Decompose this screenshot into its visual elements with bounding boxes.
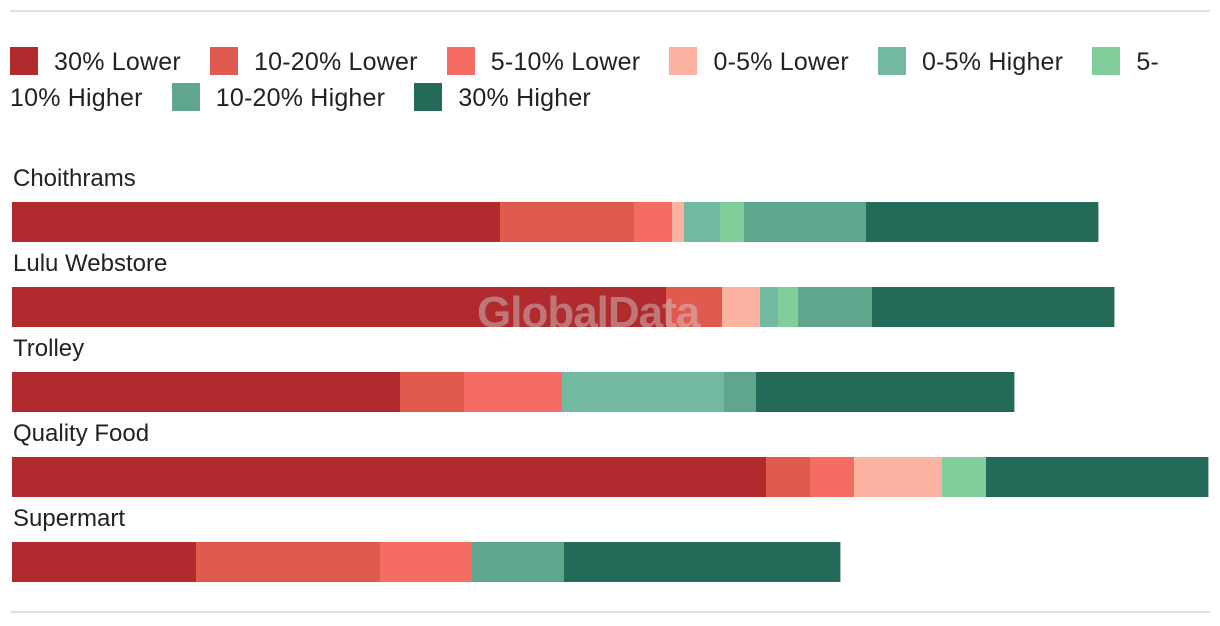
bar-segment — [666, 287, 723, 327]
bar-segment — [400, 372, 465, 412]
category-label: Trolley — [13, 335, 84, 362]
legend-swatch — [1092, 47, 1121, 75]
bar-segment — [810, 457, 855, 497]
legend-item: 0-5% Lower — [669, 47, 849, 76]
bar-segment — [724, 372, 757, 412]
bar-segment — [380, 542, 473, 582]
category-label: Supermart — [13, 505, 125, 532]
chart-legend: 30% Lower 10-20% Lower 5-10% Lower 0-5% … — [10, 44, 1190, 116]
category-label: Lulu Webstore — [13, 250, 167, 277]
legend-item: 10-20% Higher — [171, 83, 386, 112]
bar-segment — [564, 542, 841, 582]
legend-swatch — [10, 47, 38, 75]
bar-segment — [744, 202, 867, 242]
legend-swatch — [210, 47, 239, 75]
bar-segment — [866, 202, 1099, 242]
bar-segment — [720, 202, 745, 242]
top-divider — [10, 10, 1210, 12]
legend-item: 5-10% Lower — [446, 47, 641, 76]
bar-segment — [464, 372, 563, 412]
bar-segment — [634, 202, 673, 242]
legend-swatch — [669, 47, 698, 75]
bar-segment — [760, 287, 779, 327]
bar-segment — [12, 202, 501, 242]
bar-segment — [778, 287, 799, 327]
bar-segment — [562, 372, 725, 412]
legend-swatch — [446, 47, 475, 75]
bar-segment — [756, 372, 1015, 412]
legend-item: 10-20% Lower — [210, 47, 418, 76]
legend-label: 5-10% Lower — [490, 48, 641, 76]
legend-label: 30% Lower — [54, 48, 181, 76]
legend-item: 5-10% Higher — [10, 47, 1159, 112]
bottom-divider — [10, 611, 1210, 613]
bar-segment — [12, 542, 197, 582]
legend-label: 30% Higher — [458, 84, 591, 112]
bar-segment — [854, 457, 943, 497]
bar-segment — [722, 287, 761, 327]
bar-segment — [196, 542, 381, 582]
bar-segment — [12, 372, 401, 412]
legend-item: 30% Higher — [414, 83, 591, 112]
bar-segment — [986, 457, 1209, 497]
bar-segment — [942, 457, 987, 497]
legend-swatch — [414, 83, 443, 111]
legend-label: 5-10% Higher — [10, 48, 1159, 112]
legend-label: 10-20% Lower — [254, 48, 418, 76]
bar-segment — [672, 202, 685, 242]
bar-segment — [798, 287, 873, 327]
bar-segment — [472, 542, 565, 582]
bar-segment — [12, 287, 667, 327]
bar-segment — [872, 287, 1115, 327]
legend-item: 0-5% Higher — [878, 47, 1064, 76]
category-label: Quality Food — [13, 420, 149, 447]
bar-segment — [684, 202, 721, 242]
category-label: Choithrams — [13, 165, 136, 192]
bar-segment — [12, 457, 767, 497]
bar-segment — [500, 202, 635, 242]
legend-label: 0-5% Higher — [922, 48, 1064, 76]
legend-swatch — [171, 83, 200, 111]
legend-item: 30% Lower — [10, 47, 181, 76]
legend-label: 10-20% Higher — [215, 84, 386, 112]
legend-swatch — [878, 47, 907, 75]
legend-label: 0-5% Lower — [713, 48, 849, 76]
bar-segment — [766, 457, 811, 497]
